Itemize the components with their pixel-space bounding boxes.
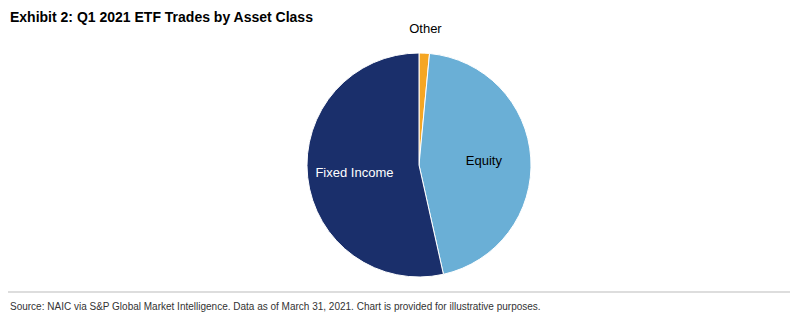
source-note: Source: NAIC via S&P Global Market Intel… xyxy=(10,301,541,312)
chart-title: Exhibit 2: Q1 2021 ETF Trades by Asset C… xyxy=(10,9,313,25)
slice-label: Fixed Income xyxy=(315,165,393,180)
separator-line xyxy=(8,292,790,293)
pie-slices xyxy=(307,53,531,277)
pie-labels: Other Equity Fixed Income xyxy=(315,21,502,180)
chart-container: Exhibit 2: Q1 2021 ETF Trades by Asset C… xyxy=(0,0,798,322)
slice-label: Equity xyxy=(466,153,503,168)
chart-svg: Exhibit 2: Q1 2021 ETF Trades by Asset C… xyxy=(0,0,798,322)
slice-label: Other xyxy=(409,21,442,36)
pie-slice xyxy=(307,53,443,277)
